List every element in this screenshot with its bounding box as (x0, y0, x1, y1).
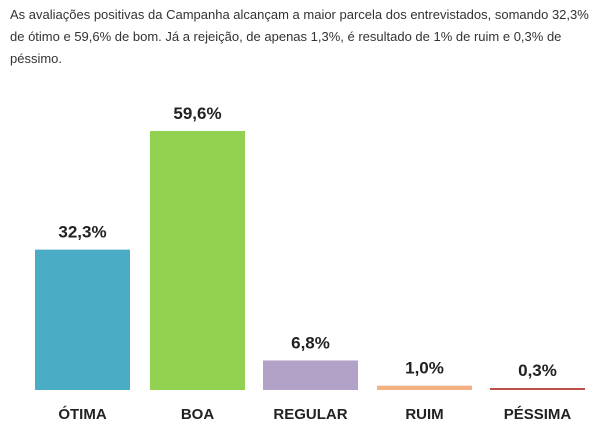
category-label-5: PÉSSIMA (504, 406, 572, 423)
value-label-4: 1,0% (405, 359, 444, 378)
bar-3 (263, 360, 358, 390)
value-label-2: 59,6% (173, 104, 221, 123)
bar-2 (150, 131, 245, 390)
bar-5 (490, 388, 585, 390)
category-label-1: ÓTIMA (58, 405, 106, 423)
bar-1 (35, 249, 130, 390)
category-label-3: REGULAR (273, 406, 347, 423)
value-label-1: 32,3% (58, 223, 106, 242)
value-label-5: 0,3% (518, 361, 557, 380)
category-label-4: RUIM (405, 406, 443, 423)
category-label-2: BOA (181, 406, 215, 423)
intro-paragraph: As avaliações positivas da Campanha alca… (10, 7, 589, 66)
bar-4 (377, 385, 472, 390)
value-label-3: 6,8% (291, 333, 330, 352)
